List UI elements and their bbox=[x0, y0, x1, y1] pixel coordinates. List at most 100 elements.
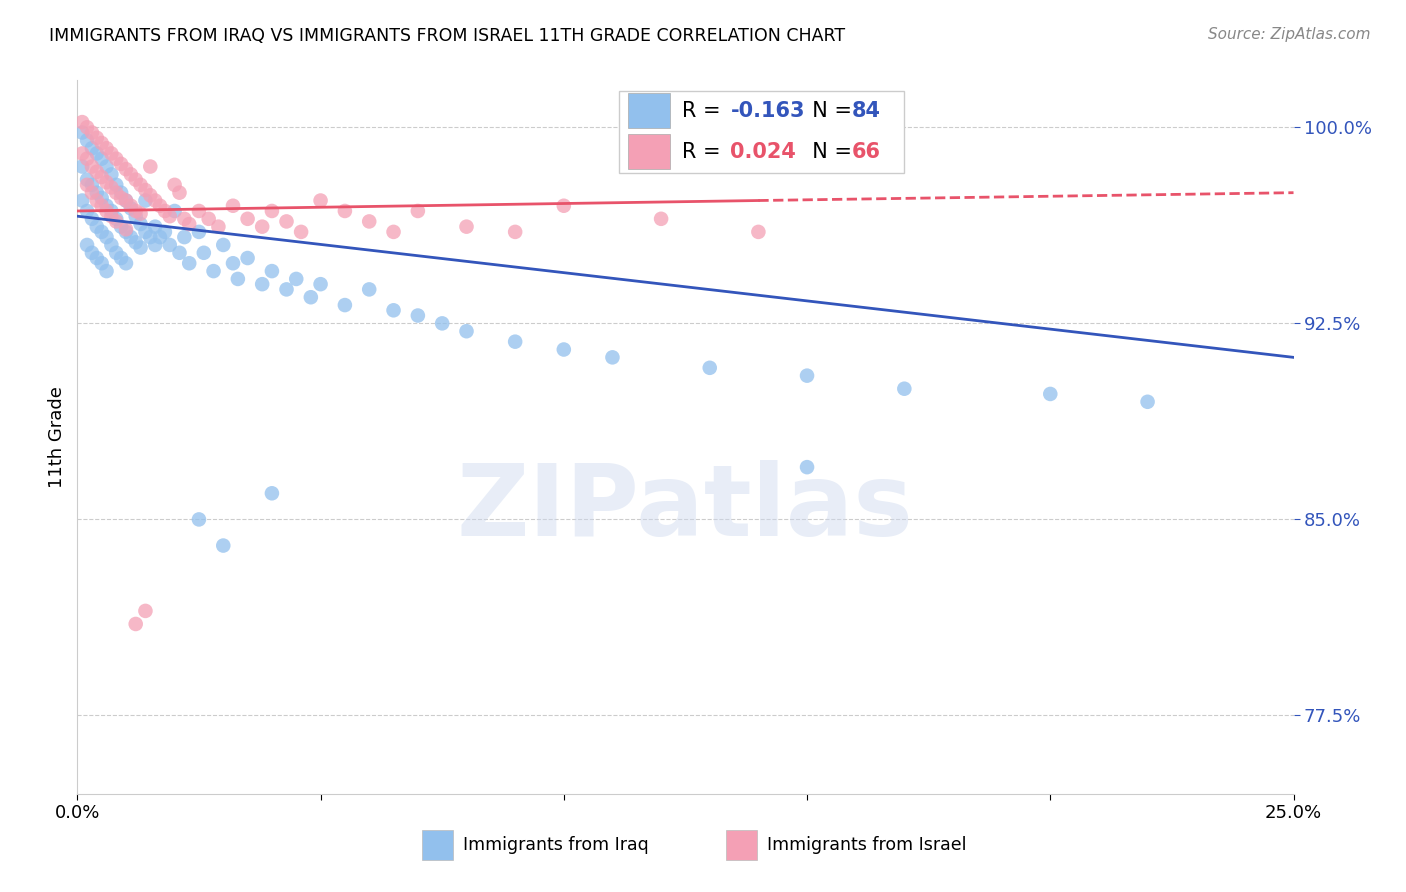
Point bbox=[125, 204, 148, 219]
Point bbox=[110, 157, 132, 171]
Point bbox=[129, 241, 152, 255]
Point bbox=[105, 245, 128, 260]
Point bbox=[76, 152, 98, 166]
Point bbox=[503, 334, 526, 349]
Point bbox=[309, 194, 332, 208]
Point bbox=[90, 152, 112, 166]
Point bbox=[80, 160, 103, 174]
Point bbox=[134, 225, 156, 239]
Point bbox=[290, 225, 312, 239]
Point bbox=[96, 175, 118, 189]
Point bbox=[96, 199, 118, 213]
Point bbox=[134, 194, 156, 208]
Point bbox=[159, 209, 181, 223]
Point bbox=[169, 186, 191, 200]
Point bbox=[110, 219, 132, 234]
Point bbox=[96, 141, 118, 155]
Point bbox=[129, 178, 152, 192]
Point bbox=[100, 146, 122, 161]
Point bbox=[197, 211, 219, 226]
Point bbox=[115, 256, 138, 270]
FancyBboxPatch shape bbox=[628, 134, 669, 169]
Point bbox=[193, 245, 215, 260]
Point bbox=[153, 225, 176, 239]
Point bbox=[143, 219, 166, 234]
Point bbox=[70, 126, 93, 140]
Point bbox=[90, 199, 112, 213]
Point bbox=[76, 133, 98, 147]
Point bbox=[359, 282, 381, 296]
Point bbox=[212, 539, 235, 553]
Point bbox=[153, 204, 176, 219]
Point bbox=[129, 217, 152, 231]
Point bbox=[202, 264, 225, 278]
Point bbox=[503, 225, 526, 239]
Point bbox=[76, 120, 98, 135]
Point bbox=[1039, 387, 1062, 401]
Point bbox=[90, 256, 112, 270]
Point bbox=[285, 272, 308, 286]
Point bbox=[179, 256, 201, 270]
Point bbox=[276, 282, 298, 296]
Point bbox=[125, 235, 148, 250]
Point bbox=[207, 219, 229, 234]
Point bbox=[309, 277, 332, 292]
Point bbox=[70, 160, 93, 174]
Point bbox=[80, 141, 103, 155]
Point bbox=[250, 277, 273, 292]
Point bbox=[796, 460, 818, 475]
Point bbox=[115, 225, 138, 239]
Point bbox=[80, 211, 103, 226]
Point bbox=[90, 225, 112, 239]
Point bbox=[115, 194, 138, 208]
Y-axis label: 11th Grade: 11th Grade bbox=[48, 386, 66, 488]
Point bbox=[169, 245, 191, 260]
Point bbox=[105, 178, 128, 192]
Point bbox=[188, 225, 211, 239]
Point bbox=[159, 238, 181, 252]
Point bbox=[382, 225, 405, 239]
Point bbox=[115, 194, 138, 208]
Point bbox=[120, 202, 142, 216]
Point bbox=[96, 264, 118, 278]
Point bbox=[333, 204, 356, 219]
Point bbox=[1136, 394, 1159, 409]
Point bbox=[134, 604, 156, 618]
Point bbox=[100, 167, 122, 181]
Point bbox=[359, 214, 381, 228]
Point bbox=[236, 211, 259, 226]
Text: 84: 84 bbox=[852, 101, 882, 121]
Point bbox=[299, 290, 322, 304]
Point bbox=[143, 238, 166, 252]
Point bbox=[86, 186, 108, 200]
Point bbox=[456, 324, 478, 338]
Point bbox=[90, 136, 112, 150]
Text: Immigrants from Israel: Immigrants from Israel bbox=[766, 837, 966, 855]
Point bbox=[222, 199, 245, 213]
Point bbox=[333, 298, 356, 312]
Point bbox=[163, 178, 186, 192]
Point bbox=[96, 204, 118, 219]
Point bbox=[110, 191, 132, 205]
Point bbox=[456, 219, 478, 234]
Point bbox=[125, 209, 148, 223]
Point bbox=[212, 238, 235, 252]
Point bbox=[553, 343, 575, 357]
Point bbox=[250, 219, 273, 234]
Point bbox=[105, 186, 128, 200]
Point bbox=[602, 351, 624, 365]
Text: N =: N = bbox=[799, 142, 858, 161]
Point bbox=[76, 204, 98, 219]
Point bbox=[406, 204, 429, 219]
Point bbox=[96, 160, 118, 174]
Point bbox=[100, 209, 122, 223]
Point bbox=[125, 617, 148, 632]
Point bbox=[236, 251, 259, 265]
Point bbox=[139, 160, 162, 174]
Point bbox=[105, 152, 128, 166]
Point bbox=[70, 115, 93, 129]
Point bbox=[222, 256, 245, 270]
Point bbox=[129, 206, 152, 220]
Point bbox=[86, 194, 108, 208]
Point bbox=[80, 178, 103, 192]
